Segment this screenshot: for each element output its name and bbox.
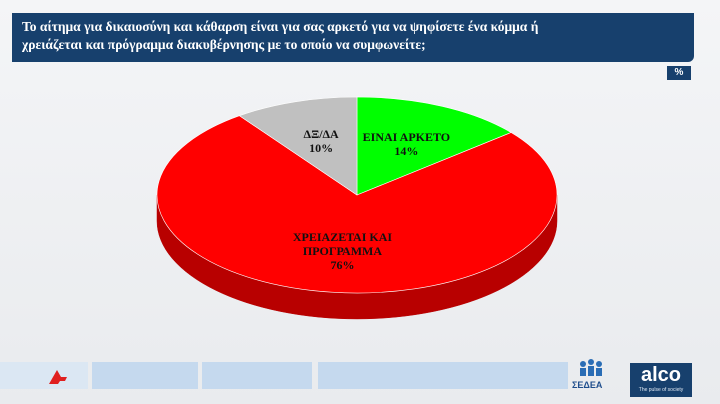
value-label: 10% xyxy=(309,140,334,155)
slice-top xyxy=(156,115,558,294)
alco-logo: alco The pulse of society xyxy=(630,363,692,397)
slice xyxy=(156,115,558,320)
footer-segment xyxy=(0,362,88,389)
title: Το αίτημα για δικαιοσύνη και κάθαρση είν… xyxy=(22,19,539,52)
category-label: ΔΞ/ΔΑ xyxy=(303,126,339,141)
alco-text: alco xyxy=(640,364,682,386)
sedea-icon xyxy=(580,359,602,376)
alco-tagline: The pulse of society xyxy=(638,387,684,393)
slice xyxy=(238,96,358,196)
sedea-logo-text: ΣΕΔΕΑ xyxy=(572,380,603,390)
slice-top xyxy=(238,96,358,196)
value-label: 76% xyxy=(330,258,355,273)
slice-label: ΔΞ/ΔΑ 10% xyxy=(261,127,381,155)
category-label: ΧΡΕΙΑΖΕΤΑΙ ΚΑΙ ΠΡΟΓΡΑΜΜΑ xyxy=(292,230,393,259)
header-bar: Το αίτημα για δικαιοσύνη και κάθαρση είν… xyxy=(12,13,694,62)
value-label: 14% xyxy=(394,143,419,158)
footer-segment xyxy=(318,362,568,389)
slice-label: ΕΙΝΑΙ ΑΡΚΕΤΟ 14% xyxy=(346,130,466,158)
footer xyxy=(0,359,720,392)
slice xyxy=(356,96,512,196)
slice-label: ΧΡΕΙΑΖΕΤΑΙ ΚΑΙ ΠΡΟΓΡΑΜΜΑ 76% xyxy=(282,230,402,272)
unit-badge: % xyxy=(667,66,691,80)
slice-top xyxy=(356,96,512,196)
footer-segment xyxy=(202,362,312,389)
logo-icon xyxy=(49,370,67,384)
footer-segment xyxy=(92,362,198,389)
category-label: ΕΙΝΑΙ ΑΡΚΕΤΟ xyxy=(362,129,451,144)
